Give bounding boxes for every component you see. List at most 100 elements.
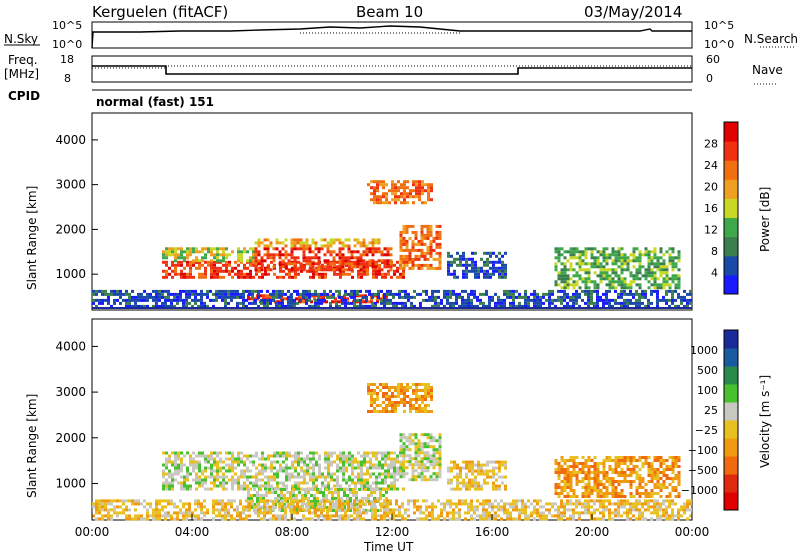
heatmap-cell <box>233 517 236 520</box>
heatmap-cell <box>462 482 465 485</box>
heatmap-cell <box>648 480 651 483</box>
heatmap-cell <box>603 277 606 280</box>
heatmap-cell <box>216 485 219 488</box>
heatmap-cell <box>213 247 216 250</box>
heatmap-cell <box>400 389 403 392</box>
heatmap-cell <box>333 485 336 488</box>
heatmap-cell <box>267 253 270 256</box>
heatmap-cell <box>669 259 672 262</box>
heatmap-cell <box>567 495 570 498</box>
heatmap-cell <box>168 273 171 276</box>
x-tick-label: 20:00 <box>575 525 610 539</box>
heatmap-cell <box>322 494 325 497</box>
heatmap-cell <box>339 253 342 256</box>
heatmap-cell <box>360 476 363 479</box>
heatmap-cell <box>382 401 385 404</box>
heatmap-cell <box>92 302 95 305</box>
heatmap-cell <box>383 299 386 302</box>
heatmap-cell <box>648 268 651 271</box>
heatmap-cell <box>638 499 641 502</box>
nsky-trace <box>92 26 692 48</box>
heatmap-cell <box>309 247 312 250</box>
heatmap-cell <box>234 467 237 470</box>
heatmap-cell <box>675 465 678 468</box>
heatmap-cell <box>239 499 242 502</box>
heatmap-cell <box>588 495 591 498</box>
heatmap-cell <box>636 489 639 492</box>
heatmap-cell <box>633 253 636 256</box>
heatmap-cell <box>518 511 521 514</box>
heatmap-cell <box>570 256 573 259</box>
heatmap-cell <box>418 249 421 252</box>
heatmap-cell <box>560 511 563 514</box>
heatmap-cell <box>669 247 672 250</box>
heatmap-cell <box>276 476 279 479</box>
heatmap-cell <box>242 296 245 299</box>
heatmap-cell <box>584 499 587 502</box>
heatmap-cell <box>498 470 501 473</box>
heatmap-cell <box>412 189 415 192</box>
heatmap-cell <box>262 494 265 497</box>
heatmap-cell <box>492 473 495 476</box>
heatmap-cell <box>594 483 597 486</box>
heatmap-cell <box>608 290 611 293</box>
heatmap-cell <box>330 244 333 247</box>
heatmap-cell <box>291 250 294 253</box>
heatmap-cell <box>279 253 282 256</box>
heatmap-cell <box>650 505 653 508</box>
heatmap-cell <box>263 514 266 517</box>
heatmap-cell <box>392 302 395 305</box>
heatmap-cell <box>207 458 210 461</box>
heatmap-cell <box>633 468 636 471</box>
heatmap-cell <box>279 455 282 458</box>
heatmap-cell <box>533 499 536 502</box>
heatmap-cell <box>403 237 406 240</box>
heatmap-cell <box>557 299 560 302</box>
heatmap-cell <box>627 256 630 259</box>
heatmap-cell <box>252 482 255 485</box>
heatmap-cell <box>392 511 395 514</box>
heatmap-cell <box>677 508 680 511</box>
heatmap-cell <box>402 276 405 279</box>
heatmap-cell <box>608 499 611 502</box>
heatmap-cell <box>400 445 403 448</box>
heatmap-cell <box>572 511 575 514</box>
heatmap-cell <box>240 276 243 279</box>
heatmap-cell <box>119 293 122 296</box>
heatmap-cell <box>119 511 122 514</box>
heatmap-cell <box>612 280 615 283</box>
heatmap-cell <box>421 383 424 386</box>
heatmap-cell <box>155 517 158 520</box>
heatmap-cell <box>267 479 270 482</box>
heatmap-cell <box>183 482 186 485</box>
heatmap-cell <box>446 511 449 514</box>
heatmap-cell <box>468 461 471 464</box>
heatmap-cell <box>165 467 168 470</box>
heatmap-cell <box>379 201 382 204</box>
heatmap-cell <box>689 302 692 305</box>
heatmap-cell <box>422 511 425 514</box>
heatmap-cell <box>293 499 296 502</box>
heatmap-cell <box>554 299 557 302</box>
heatmap-cell <box>370 494 373 497</box>
heatmap-cell <box>403 231 406 234</box>
heatmap-cell <box>326 499 329 502</box>
heatmap-cell <box>424 392 427 395</box>
heatmap-cell <box>198 476 201 479</box>
heatmap-cell <box>403 436 406 439</box>
x-tick-label: 12:00 <box>375 525 410 539</box>
heatmap-cell <box>264 273 267 276</box>
heatmap-cell <box>281 293 284 296</box>
heatmap-cell <box>400 234 403 237</box>
heatmap-cell <box>486 261 489 264</box>
heatmap-cell <box>297 247 300 250</box>
heatmap-cell <box>149 514 152 517</box>
heatmap-cell <box>293 511 296 514</box>
heatmap-cell <box>403 395 406 398</box>
heatmap-cell <box>620 499 623 502</box>
heatmap-cell <box>434 517 437 520</box>
heatmap-cell <box>614 514 617 517</box>
heatmap-cell <box>300 461 303 464</box>
heatmap-cell <box>401 517 404 520</box>
heatmap-cell <box>501 482 504 485</box>
